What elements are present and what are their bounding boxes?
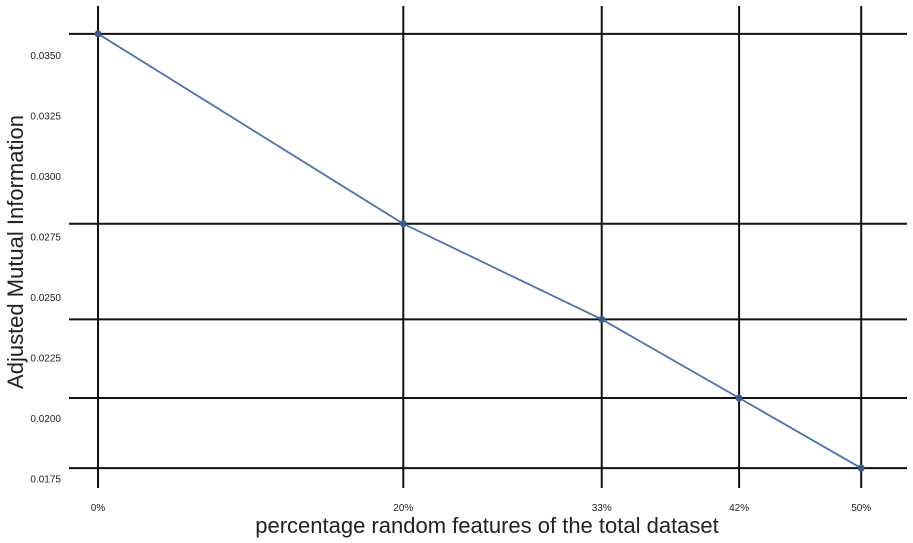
x-tick-labels: 0% 20% 33% 42% 50% bbox=[91, 503, 872, 514]
y-tick-labels: 0.0175 0.0200 0.0225 0.0250 0.0275 0.0300 0.03… bbox=[30, 51, 61, 485]
x-tick-label: 33% bbox=[592, 503, 612, 514]
y-tick-label: 0.0200 bbox=[30, 414, 61, 425]
x-tick-label: 0% bbox=[91, 503, 106, 514]
x-tick-label: 42% bbox=[729, 503, 749, 514]
data-point bbox=[857, 464, 865, 472]
y-tick-label: 0.0175 bbox=[30, 475, 61, 486]
data-point bbox=[399, 220, 407, 228]
grid-lines bbox=[69, 6, 907, 488]
data-point bbox=[94, 30, 102, 38]
data-point bbox=[598, 315, 606, 323]
y-tick-label: 0.0225 bbox=[30, 354, 61, 365]
x-tick-label: 20% bbox=[393, 503, 413, 514]
y-axis-label: Adjusted Mutual Information bbox=[3, 115, 28, 389]
y-tick-label: 0.0350 bbox=[30, 51, 61, 62]
y-tick-label: 0.0275 bbox=[30, 233, 61, 244]
data-point bbox=[735, 394, 743, 402]
y-tick-label: 0.0325 bbox=[30, 112, 61, 123]
data-points bbox=[94, 30, 865, 472]
y-tick-label: 0.0250 bbox=[30, 293, 61, 304]
series-line bbox=[97, 33, 862, 469]
x-tick-label: 50% bbox=[851, 503, 871, 514]
x-axis-label: percentage random features of the total … bbox=[255, 513, 719, 538]
y-tick-label: 0.0300 bbox=[30, 172, 61, 183]
